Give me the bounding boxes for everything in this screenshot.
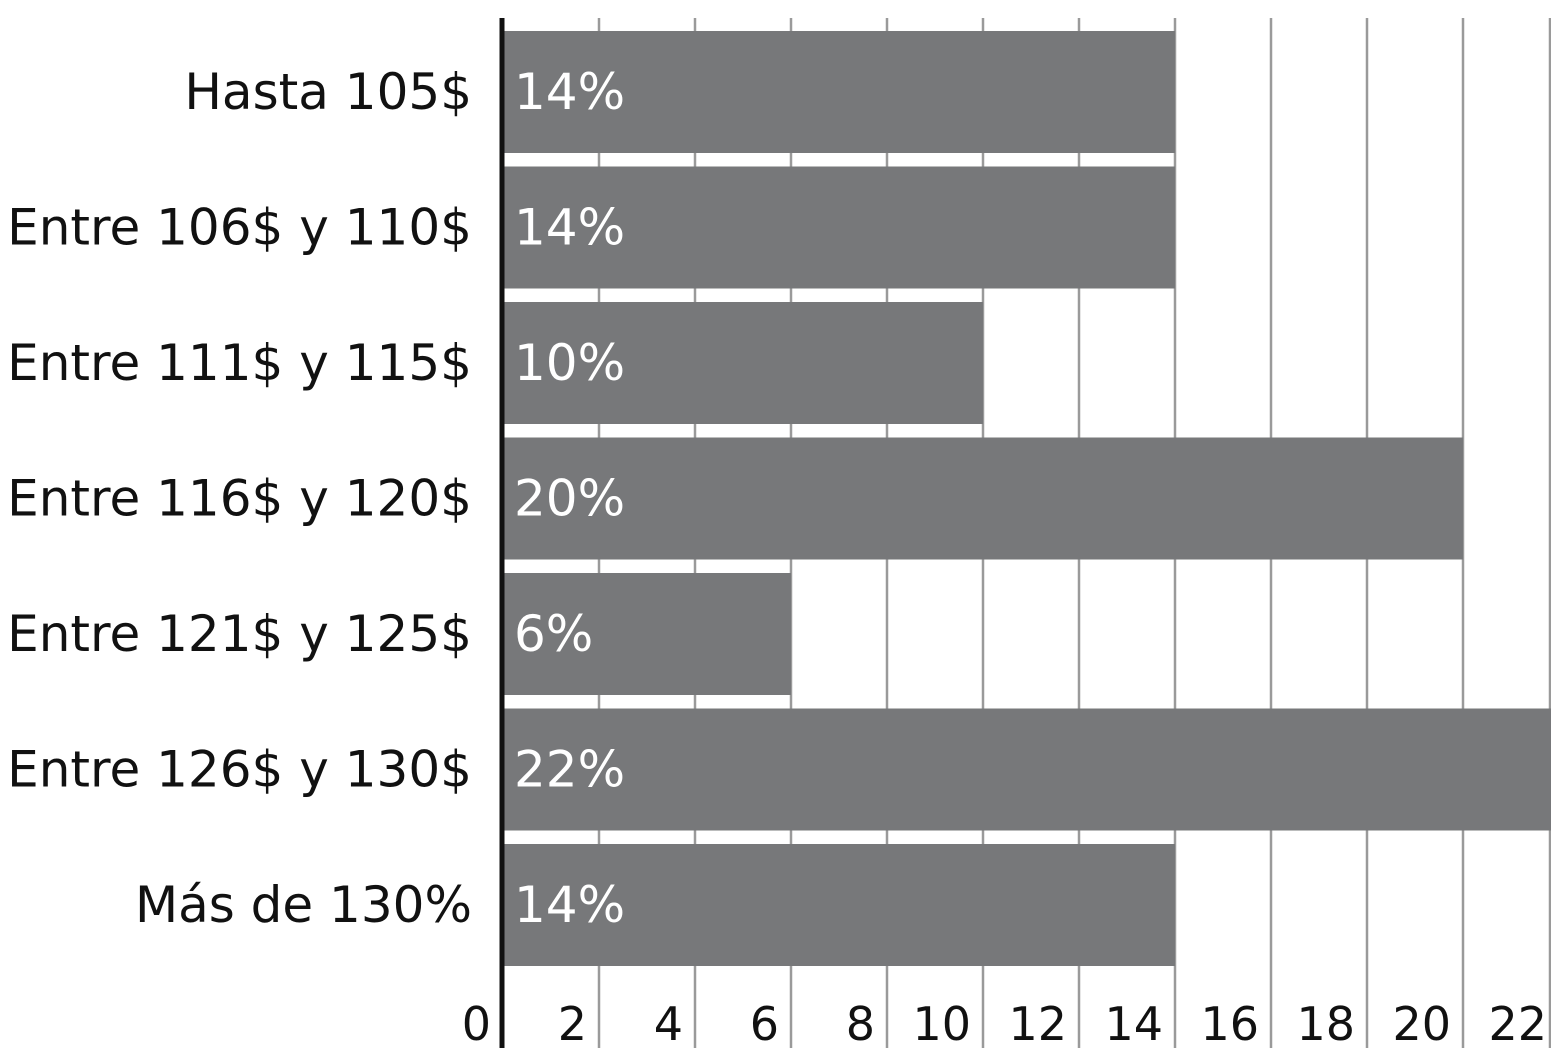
bars: 14% 14% 10% 20% 6% 22% 14%	[503, 31, 1551, 966]
bar-value-label-3: 20%	[514, 470, 625, 528]
x-tick-label-8: 8	[846, 997, 875, 1048]
bar-value-label-1: 14%	[514, 199, 625, 257]
bar-value-label-6: 14%	[514, 876, 625, 934]
x-tick-labels: 0 2 4 6 8 10 12 14 16 18 20 22	[462, 997, 1547, 1048]
x-tick-label-20: 20	[1392, 997, 1451, 1048]
bar-value-label-4: 6%	[514, 605, 593, 663]
bar-1	[503, 166, 1175, 289]
x-tick-label-10: 10	[912, 997, 971, 1048]
category-label-1: Entre 106$ y 110$	[7, 199, 472, 257]
bar-value-label-5: 22%	[514, 741, 625, 799]
category-label-3: Entre 116$ y 120$	[7, 470, 472, 528]
category-label-5: Entre 126$ y 130$	[7, 741, 472, 799]
x-tick-label-2: 2	[558, 997, 587, 1048]
category-label-0: Hasta 105$	[184, 63, 472, 121]
bar-value-label-2: 10%	[514, 334, 625, 392]
bar-6	[503, 844, 1175, 966]
bar-3	[503, 437, 1463, 560]
category-labels: Hasta 105$ Entre 106$ y 110$ Entre 111$ y …	[7, 63, 472, 934]
category-label-2: Entre 111$ y 115$	[7, 334, 472, 392]
bar-0	[503, 31, 1175, 153]
bar-2	[503, 302, 983, 424]
category-label-4: Entre 121$ y 125$	[7, 605, 472, 663]
bar-value-label-0: 14%	[514, 63, 625, 121]
x-tick-label-0: 0	[462, 997, 491, 1048]
x-tick-label-22: 22	[1488, 997, 1547, 1048]
category-label-6: Más de 130%	[135, 876, 472, 934]
x-tick-label-12: 12	[1008, 997, 1067, 1048]
x-tick-label-14: 14	[1104, 997, 1163, 1048]
bar-5	[503, 708, 1551, 831]
bar-4	[503, 573, 791, 695]
x-tick-label-18: 18	[1296, 997, 1355, 1048]
x-tick-label-6: 6	[750, 997, 779, 1048]
x-tick-label-16: 16	[1200, 997, 1259, 1048]
x-tick-label-4: 4	[654, 997, 683, 1048]
